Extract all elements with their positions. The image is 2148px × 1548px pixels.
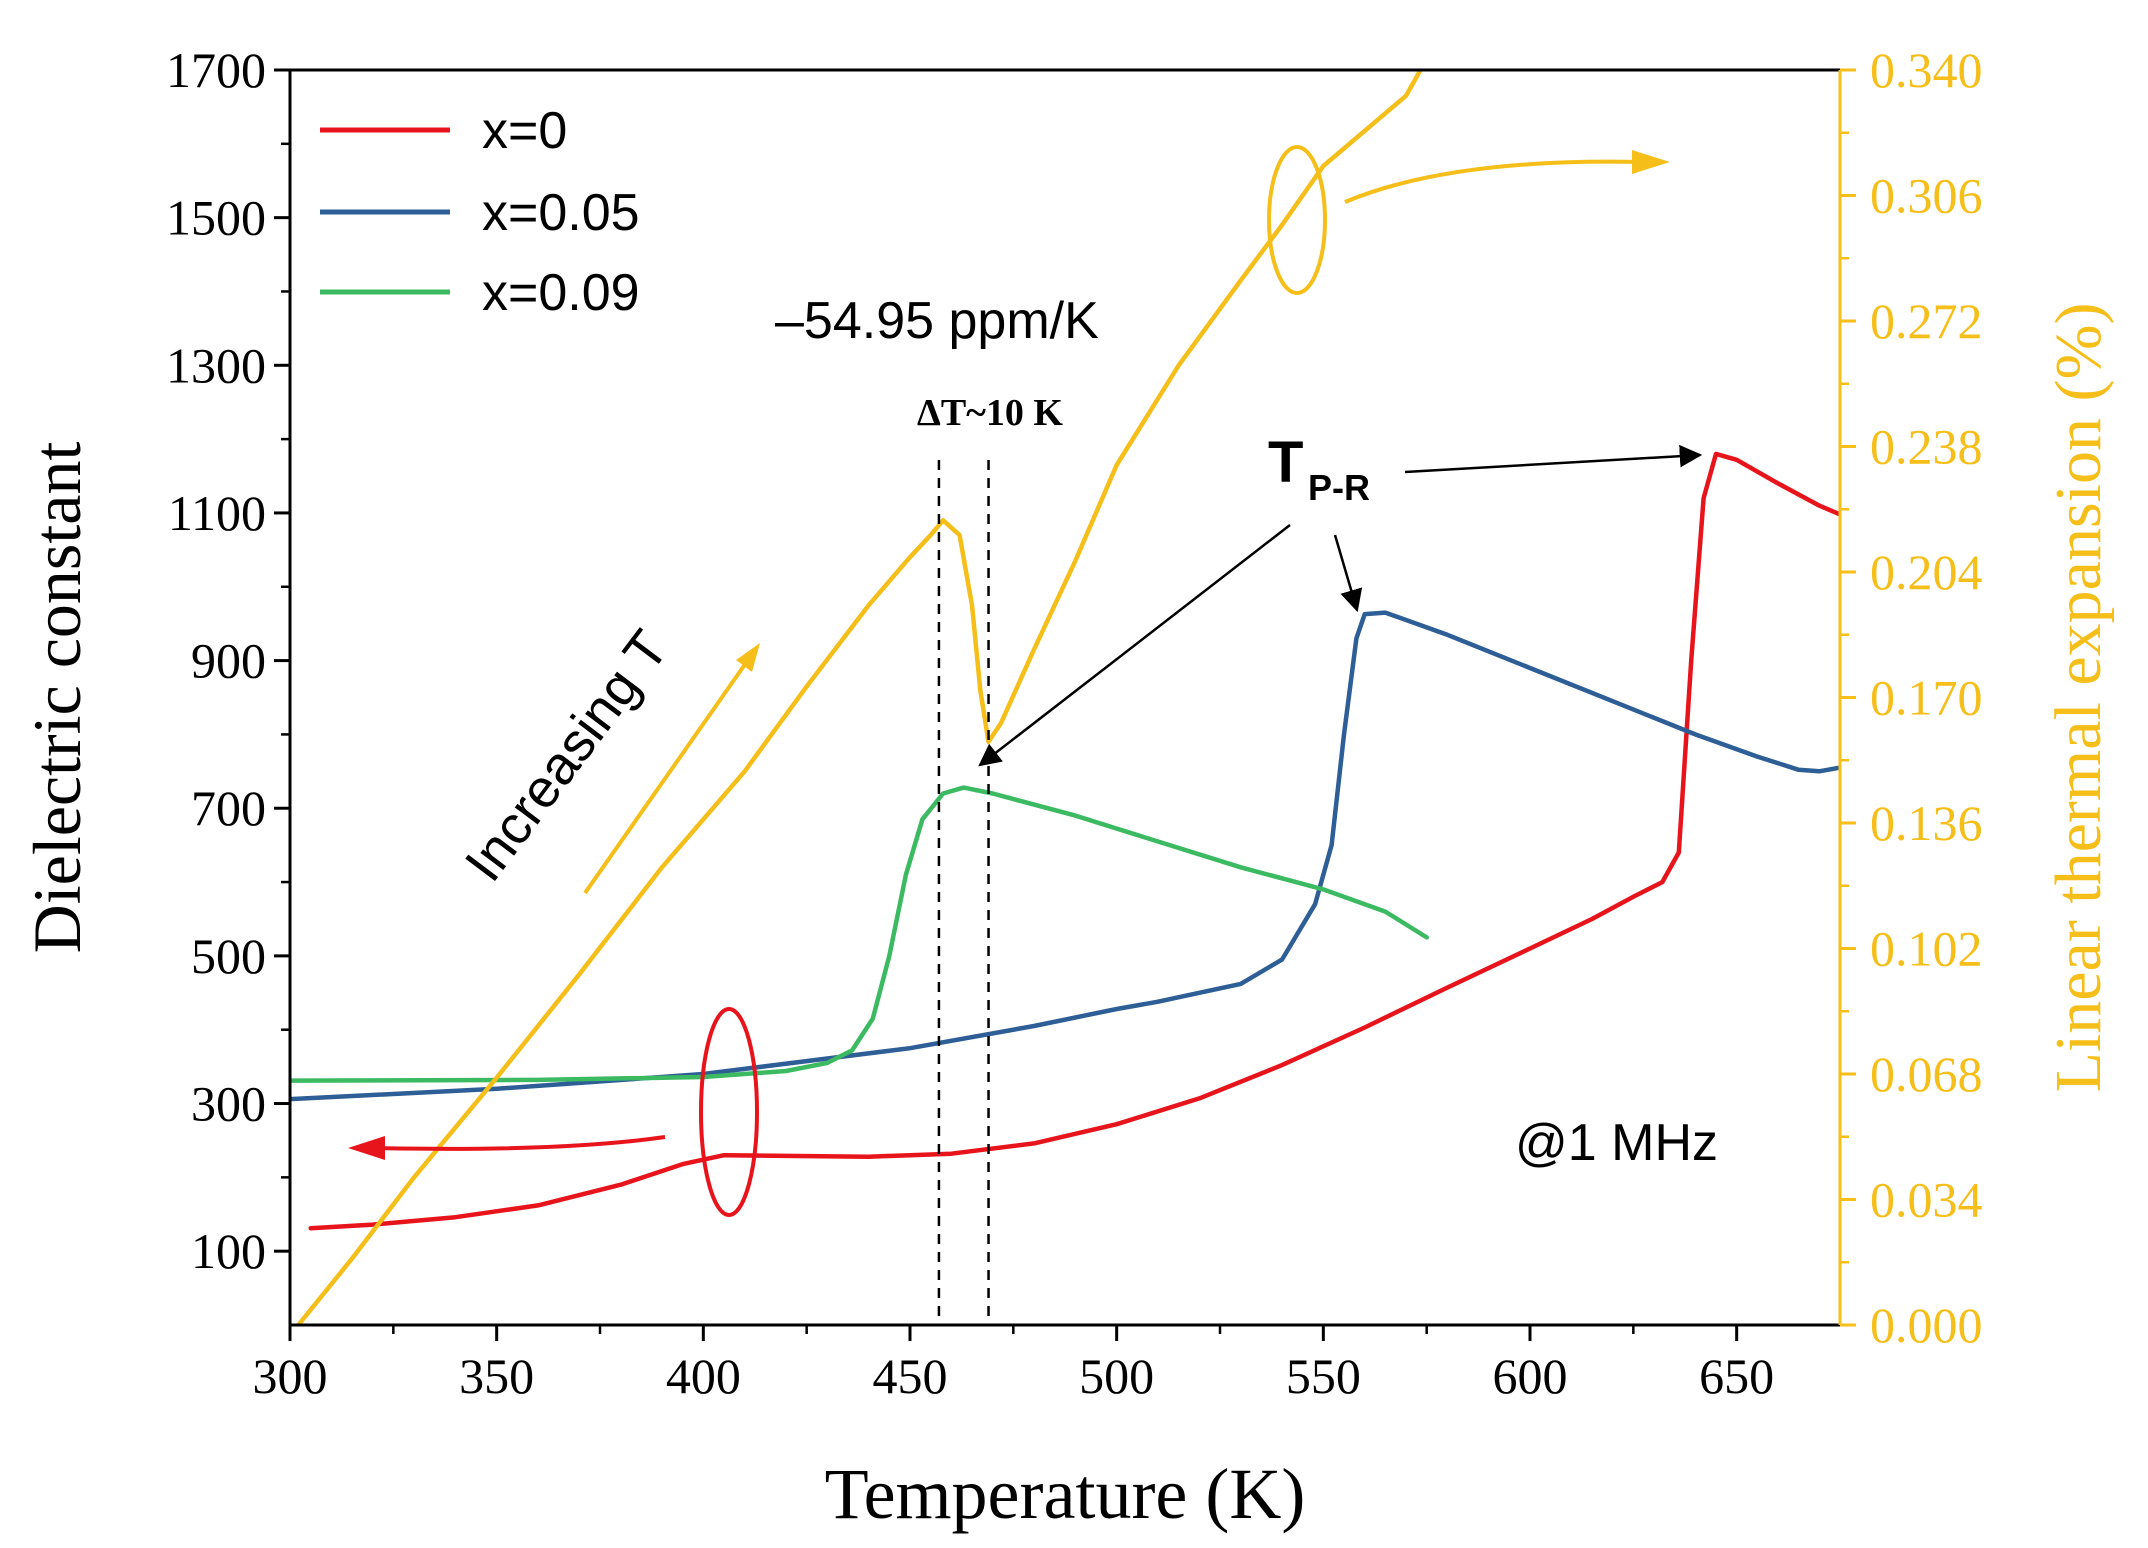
- y-right-tick-label: 0.306: [1870, 168, 1983, 224]
- y-left-tick-label: 1300: [166, 337, 266, 393]
- tpr-subscript: P-R: [1308, 467, 1370, 508]
- x-tick-label: 650: [1699, 1348, 1774, 1404]
- thermal-expansion-ellipse: [1267, 145, 1327, 295]
- y-right-tick-label: 0.068: [1870, 1046, 1983, 1102]
- y-left-tick-label: 1500: [166, 190, 266, 246]
- axes-group: 300 350 400 450 500 550 600 650 100 300 500 700 900 1…: [19, 42, 2115, 1534]
- series-line-x-0-05: [290, 610, 1840, 1102]
- delta-t-annotation: ΔT~10 K: [917, 392, 1063, 434]
- ppm-annotation: –54.95 ppm/K: [775, 292, 1099, 350]
- left-axis-pointer-arrowhead: [348, 1136, 385, 1160]
- frequency-annotation: @1 MHz: [1515, 1114, 1718, 1172]
- x-tick-label: 550: [1286, 1348, 1361, 1404]
- y-right-tick-label: 0.000: [1870, 1297, 1983, 1353]
- legend-label: x=0.09: [482, 264, 640, 322]
- dielectric-ellipse: [699, 1007, 759, 1217]
- y-left-tick-label: 700: [191, 780, 266, 836]
- right-axis-pointer-arrow: [1344, 159, 1641, 204]
- y-left-tick-label: 300: [191, 1076, 266, 1132]
- y-right-tick-label: 0.170: [1870, 670, 1983, 726]
- increasing-t-arrowhead: [736, 643, 760, 672]
- y-left-tick-label: 1100: [168, 485, 266, 541]
- tpr-arrow-x0: [1404, 444, 1703, 474]
- y-left-tick-label: 500: [191, 928, 266, 984]
- y-right-axis-title: Linear thermal expansion (%): [2042, 303, 2115, 1093]
- y-right-tick-label: 0.340: [1870, 42, 1983, 98]
- x-tick-label: 300: [253, 1348, 328, 1404]
- tpr-arrow-x005: [1333, 534, 1363, 613]
- y-right-tick-label: 0.102: [1870, 921, 1983, 977]
- y-right-tick-label: 0.136: [1870, 795, 1983, 851]
- increasing-t-arrow: [583, 648, 757, 895]
- x-axis-title: Temperature (K): [825, 1454, 1306, 1534]
- x-tick-label: 400: [666, 1348, 741, 1404]
- right-axis-pointer-arrowhead: [1632, 150, 1670, 174]
- y-left-axis-title: Dielectric constant: [19, 442, 95, 954]
- left-axis-pointer-arrow: [374, 1135, 666, 1151]
- x-tick-label: 600: [1493, 1348, 1568, 1404]
- y-left-tick-label: 1700: [166, 42, 266, 98]
- legend: x=0 x=0.05 x=0.09: [320, 102, 640, 322]
- annotations-group: –54.95 ppm/K ΔT~10 K @1 MHz T P-R Increasing …: [348, 145, 1718, 1325]
- tpr-arrow-x009: [978, 524, 1291, 767]
- y-right-tick-label: 0.238: [1870, 419, 1983, 475]
- y-right-tick-label: 0.204: [1870, 544, 1983, 600]
- x-tick-label: 500: [1079, 1348, 1154, 1404]
- series-line-thermal-expansion: [296, 70, 1424, 1325]
- legend-label: x=0: [482, 102, 567, 160]
- y-left-tick-label: 100: [191, 1223, 266, 1279]
- y-left-tick-label: 900: [191, 633, 266, 689]
- x-tick-label: 450: [873, 1348, 948, 1404]
- series-group: [290, 70, 1840, 1325]
- tpr-label: T: [1268, 430, 1303, 495]
- y-right-tick-label: 0.272: [1870, 293, 1983, 349]
- series-line-x-0: [308, 451, 1840, 1231]
- x-tick-label: 350: [459, 1348, 534, 1404]
- legend-label: x=0.05: [482, 184, 640, 242]
- increasing-t-annotation: Increasing T: [454, 620, 680, 893]
- y-right-tick-label: 0.034: [1870, 1172, 1983, 1228]
- series-line-x-0-09: [290, 785, 1429, 1083]
